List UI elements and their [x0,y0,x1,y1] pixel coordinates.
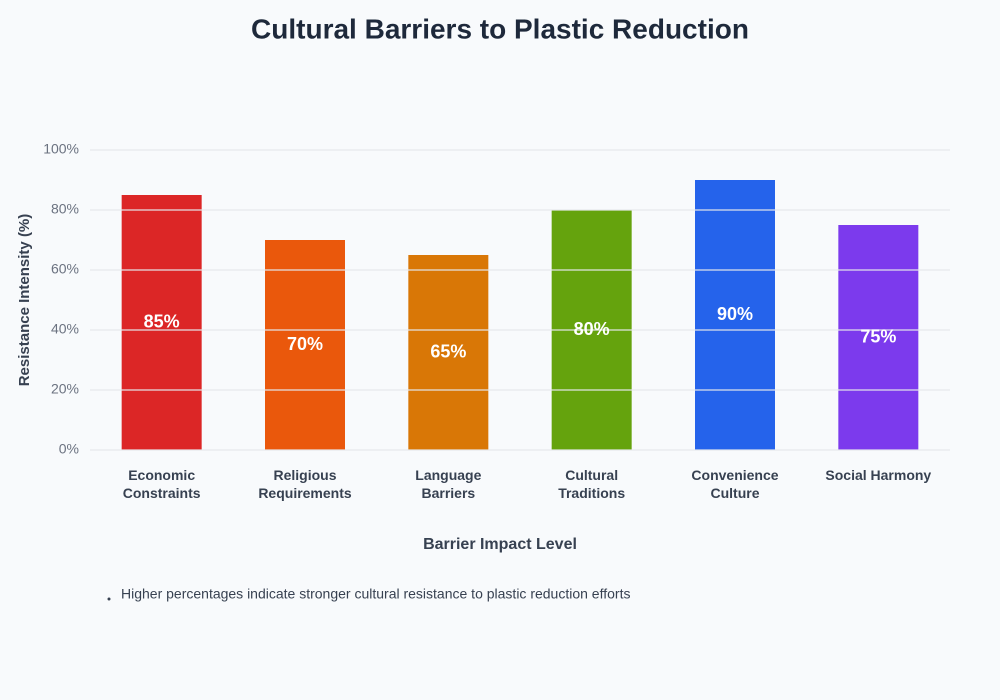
note-bullet [107,597,111,601]
value-label: 80% [574,319,610,339]
y-tick-label: 100% [43,141,79,157]
y-axis-title: Resistance Intensity (%) [16,214,33,387]
x-tick-label: Language Barriers [415,467,482,501]
y-tick-label: 0% [59,441,79,457]
x-tick-label: Social Harmony [825,467,932,483]
y-tick-label: 40% [51,321,79,337]
value-label: 90% [717,304,753,324]
value-label: 70% [287,334,323,354]
bar [695,180,775,450]
y-tick-label: 20% [51,381,79,397]
bar [265,240,345,450]
bar [408,255,489,450]
y-tick-label: 80% [51,201,79,217]
x-axis-title: Barrier Impact Level [423,536,577,553]
y-tick-label: 60% [51,261,79,277]
x-tick-label: Cultural Traditions [558,467,626,501]
value-label: 65% [430,341,466,361]
note: Higher percentages indicate stronger cul… [121,586,630,602]
value-label: 75% [860,326,896,346]
x-tick-label: Economic Constraints [122,467,201,501]
value-label: 85% [144,311,180,331]
x-tick-label: Convenience Culture [691,467,779,501]
x-tick-label: Religious Requirements [258,467,352,501]
bar [838,225,919,450]
bar [121,195,202,450]
chart-title: Cultural Barriers to Plastic Reduction [251,13,749,44]
